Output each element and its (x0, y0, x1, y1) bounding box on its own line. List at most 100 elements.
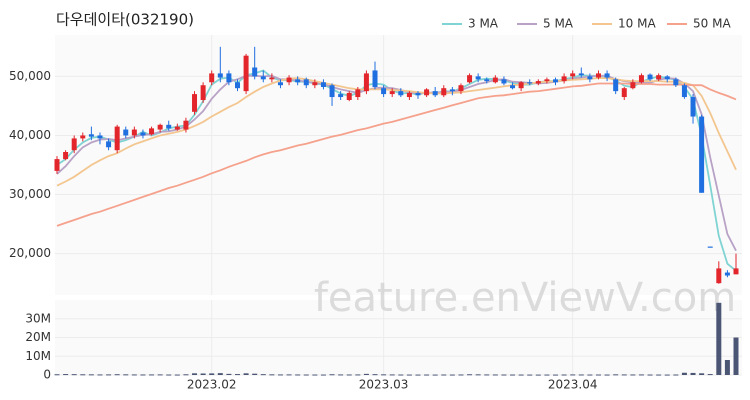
volume-bar (664, 374, 670, 376)
volume-bar (441, 374, 447, 376)
volume-bar (183, 374, 189, 376)
candle-body (484, 79, 490, 82)
candle-body (673, 79, 679, 86)
candle-body (475, 76, 481, 80)
volume-bar (690, 372, 696, 375)
candle-body (54, 159, 60, 171)
candle-body (217, 73, 223, 78)
volume-bar (166, 374, 172, 376)
candle-body (174, 126, 180, 130)
volume-bar (458, 374, 464, 376)
candle-body (724, 272, 730, 276)
candle-body (424, 89, 430, 96)
volume-bar (604, 374, 610, 376)
volume-bar (587, 374, 593, 376)
volume-bar (295, 374, 301, 376)
volume-bar (561, 374, 567, 376)
candle-body (260, 76, 266, 80)
candle-body (681, 85, 687, 98)
volume-bar (312, 374, 318, 376)
volume-bar (131, 374, 137, 376)
candle-body (243, 55, 249, 92)
volume-bar (71, 374, 77, 376)
candle-body (88, 134, 94, 137)
volume-bar (252, 373, 258, 375)
volume-bar (432, 374, 438, 376)
volume-bar (535, 374, 541, 376)
candle-body (149, 128, 155, 135)
candle-body (630, 82, 636, 89)
candle-body (441, 88, 447, 96)
candle-body (449, 89, 455, 92)
volume-bar (123, 374, 129, 376)
candle-body (346, 92, 352, 100)
volume-bar (157, 374, 163, 376)
volume-bar (578, 374, 584, 376)
x-tick-label: 2023.04 (548, 378, 598, 392)
volume-bar (733, 337, 739, 375)
candle-body (123, 129, 129, 136)
volume-bar (613, 374, 619, 376)
candle-body (338, 94, 344, 98)
candle-body (398, 91, 404, 96)
candle-body (226, 73, 232, 83)
candle-body (114, 126, 120, 151)
candle-body (707, 246, 713, 248)
volume-bar (510, 374, 516, 376)
candle-body (71, 138, 77, 151)
candle-body (320, 82, 326, 87)
candle-body (406, 92, 412, 98)
volume-bar (406, 374, 412, 376)
candle-body (716, 268, 722, 284)
candle-body (329, 85, 335, 98)
volume-bar (570, 374, 576, 376)
volume-bar (140, 374, 146, 376)
candle-body (578, 73, 584, 76)
candle-body (372, 70, 378, 87)
candle-body (544, 79, 550, 82)
price-panel (55, 35, 742, 295)
volume-bar (553, 374, 559, 376)
volume-bar (467, 374, 473, 376)
volume-bar (647, 374, 653, 376)
volume-bar (699, 373, 705, 375)
legend-label: 5 MA (543, 17, 574, 31)
candle-body (501, 79, 507, 84)
candle-body (234, 82, 240, 89)
legend-label: 3 MA (468, 17, 499, 31)
volume-bar (260, 374, 266, 376)
candle-body (295, 79, 301, 83)
candle-body (553, 79, 559, 83)
candle-body (286, 77, 292, 83)
x-tick-label: 2023.03 (359, 378, 409, 392)
volume-bar (363, 373, 369, 375)
legend-label: 50 MA (693, 17, 731, 31)
candle-body (140, 132, 146, 136)
candle-body (699, 116, 705, 193)
candle-body (647, 74, 653, 80)
candle-body (157, 124, 163, 130)
watermark: feature.enViewV.com (314, 275, 736, 321)
candle-body (656, 75, 662, 80)
volume-bar (424, 374, 430, 376)
candle-body (432, 91, 438, 96)
volume-tick-label: 0 (43, 368, 51, 382)
candle-body (381, 88, 387, 95)
volume-bar (234, 374, 240, 376)
ma-line (56, 82, 737, 227)
volume-bar (149, 374, 155, 376)
candle-body (80, 135, 86, 139)
x-tick-label: 2023.02 (187, 378, 237, 392)
volume-bar (381, 374, 387, 376)
volume-bar (449, 374, 455, 376)
candle-body (510, 85, 516, 89)
volume-bar (346, 374, 352, 376)
candle-body (492, 77, 498, 83)
candle-body (106, 141, 112, 148)
volume-bar (63, 374, 69, 376)
candle-body (621, 88, 627, 98)
volume-bar (595, 374, 601, 376)
candle-body (690, 97, 696, 117)
volume-bar (88, 374, 94, 376)
candle-body (595, 73, 601, 78)
